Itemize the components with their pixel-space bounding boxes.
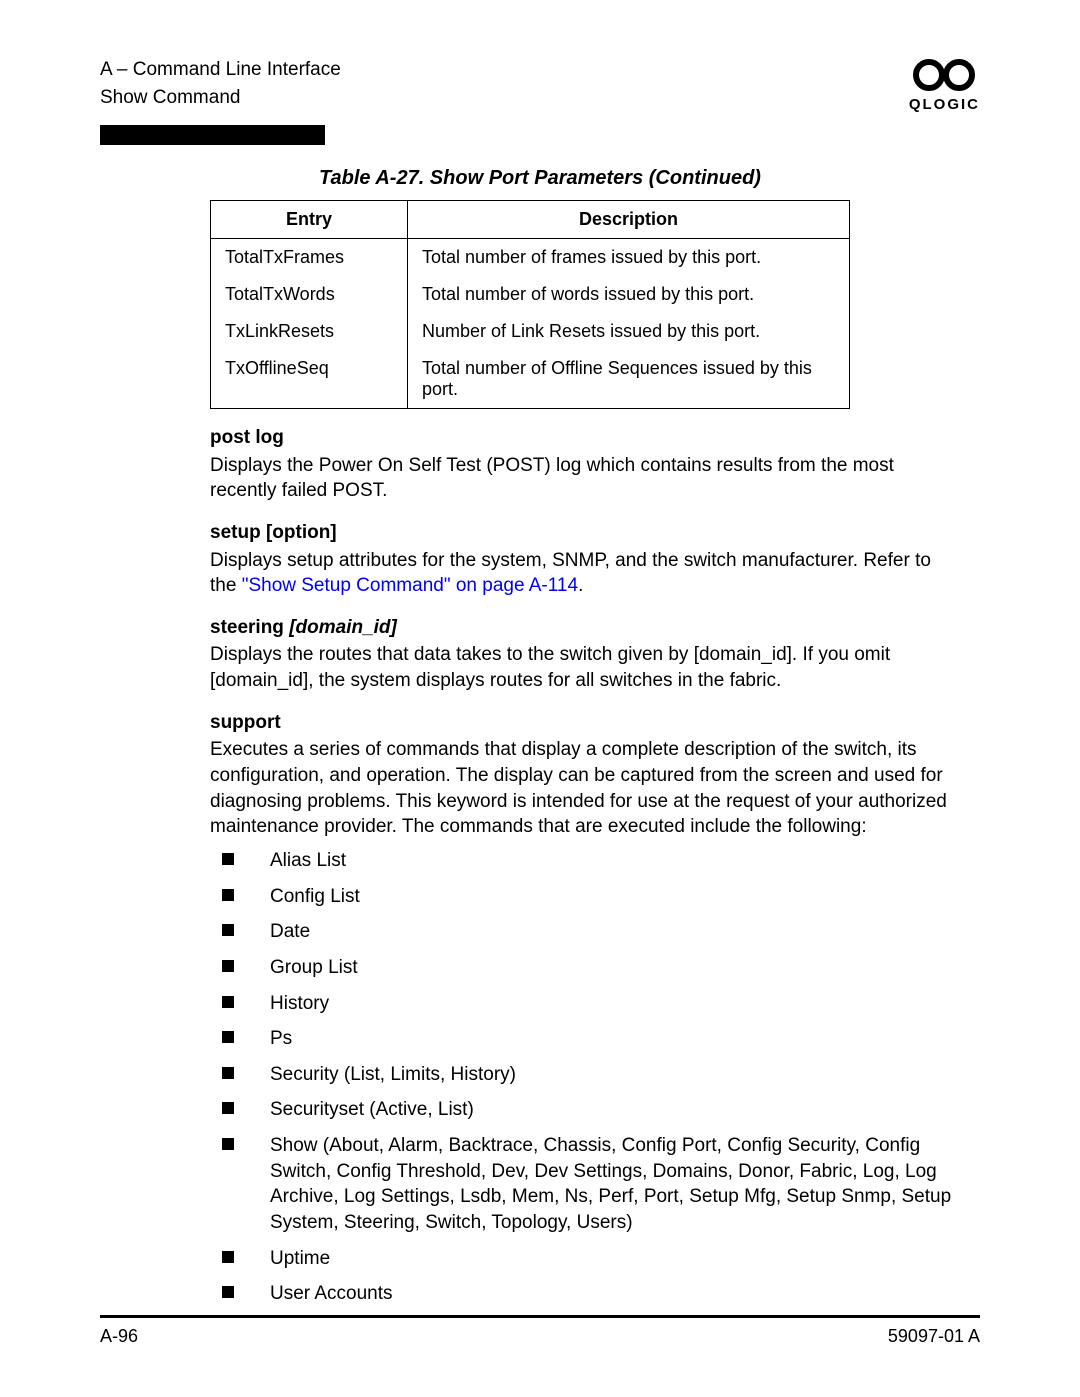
- col-header-entry: Entry: [211, 201, 408, 239]
- para-setup: Displays setup attributes for the system…: [210, 548, 960, 599]
- link-show-setup-command[interactable]: "Show Setup Command" on page A-114: [242, 575, 578, 596]
- cell-description: Total number of frames issued by this po…: [408, 239, 850, 277]
- cell-entry: TotalTxWords: [211, 276, 408, 313]
- cell-description: Number of Link Resets issued by this por…: [408, 313, 850, 350]
- heading-post-log: post log: [210, 425, 960, 451]
- page-header: A – Command Line Interface Show Command …: [100, 56, 980, 113]
- header-line2: Show Command: [100, 84, 341, 112]
- table-row: TotalTxFrames Total number of frames iss…: [211, 239, 850, 277]
- col-header-description: Description: [408, 201, 850, 239]
- cell-entry: TxLinkResets: [211, 313, 408, 350]
- table-row: TxOfflineSeq Total number of Offline Seq…: [211, 350, 850, 409]
- para-steering: Displays the routes that data takes to t…: [210, 642, 960, 693]
- cell-description: Total number of words issued by this por…: [408, 276, 850, 313]
- list-item: Date: [210, 919, 960, 945]
- para-setup-post: .: [578, 575, 583, 596]
- heading-support: support: [210, 710, 960, 736]
- cell-entry: TotalTxFrames: [211, 239, 408, 277]
- heading-steering-main: steering: [210, 617, 289, 638]
- brand-logo: QLOGIC: [909, 56, 980, 113]
- brand-logo-text: QLOGIC: [909, 96, 980, 113]
- list-item: History: [210, 991, 960, 1017]
- header-breadcrumb: A – Command Line Interface Show Command: [100, 56, 341, 111]
- footer-page-number: A-96: [100, 1326, 138, 1347]
- heading-setup: setup [option]: [210, 520, 960, 546]
- list-item: Uptime: [210, 1246, 960, 1272]
- footer-rule: [100, 1315, 980, 1318]
- header-line1: A – Command Line Interface: [100, 56, 341, 84]
- cell-description: Total number of Offline Sequences issued…: [408, 350, 850, 409]
- port-parameters-table: Entry Description TotalTxFrames Total nu…: [210, 200, 850, 409]
- list-item: Group List: [210, 955, 960, 981]
- table-row: TotalTxWords Total number of words issue…: [211, 276, 850, 313]
- table-row: TxLinkResets Number of Link Resets issue…: [211, 313, 850, 350]
- cell-entry: TxOfflineSeq: [211, 350, 408, 409]
- para-post-log: Displays the Power On Self Test (POST) l…: [210, 453, 960, 504]
- section-marker-bar: [100, 125, 325, 145]
- heading-steering: steering [domain_id]: [210, 615, 960, 641]
- list-item: User Accounts: [210, 1281, 960, 1307]
- support-bullet-list: Alias List Config List Date Group List H…: [210, 848, 960, 1307]
- list-item: Alias List: [210, 848, 960, 874]
- list-item: Ps: [210, 1026, 960, 1052]
- list-item: Security (List, Limits, History): [210, 1062, 960, 1088]
- heading-steering-arg: [domain_id]: [289, 617, 397, 638]
- body-content: post log Displays the Power On Self Test…: [210, 425, 960, 1307]
- table-caption: Table A-27. Show Port Parameters (Contin…: [100, 167, 980, 190]
- qlogic-logo-icon: [909, 56, 979, 94]
- para-support: Executes a series of commands that displ…: [210, 737, 960, 840]
- table-header-row: Entry Description: [211, 201, 850, 239]
- list-item: Config List: [210, 884, 960, 910]
- list-item: Show (About, Alarm, Backtrace, Chassis, …: [210, 1133, 960, 1236]
- footer-doc-id: 59097-01 A: [888, 1326, 980, 1347]
- list-item: Securityset (Active, List): [210, 1097, 960, 1123]
- page-footer: A-96 59097-01 A: [100, 1315, 980, 1347]
